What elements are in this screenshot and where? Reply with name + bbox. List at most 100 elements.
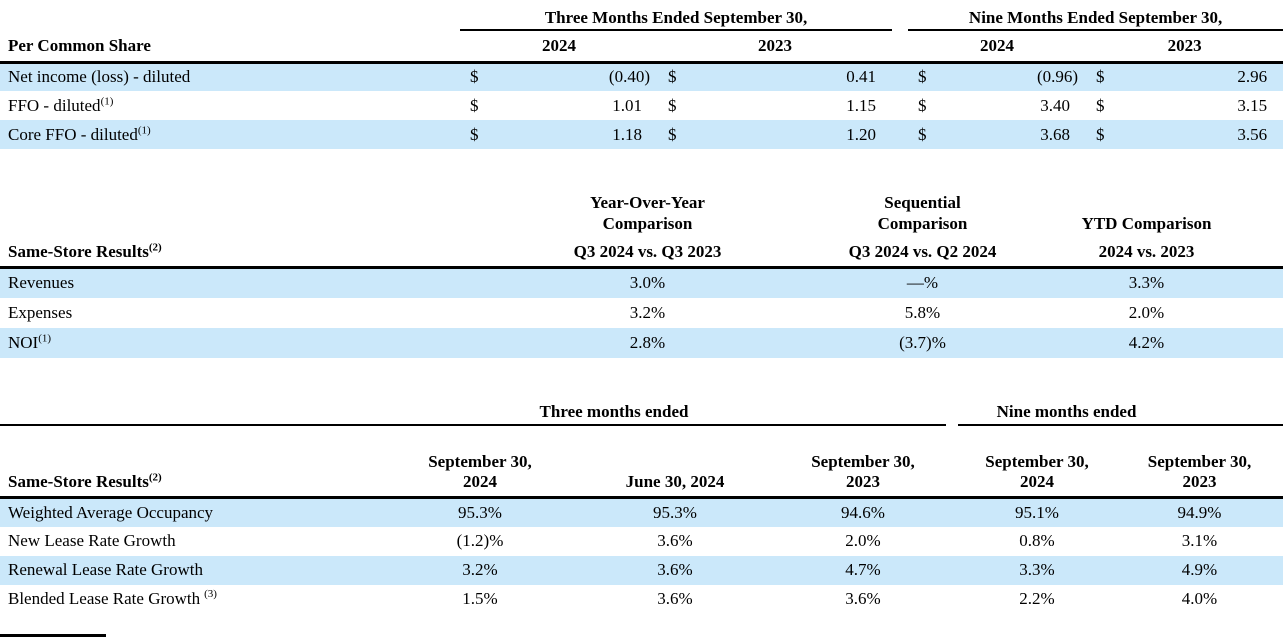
- column-gap: [946, 424, 959, 499]
- footnote-sup: (3): [204, 588, 217, 601]
- table-row: Net income (loss) - diluted $ (0.40) $ 0…: [0, 62, 1283, 91]
- date-header: September 30, 2024: [390, 424, 570, 499]
- row-label-text: FFO - diluted: [8, 95, 101, 115]
- row-label-text: New Lease Rate Growth: [8, 531, 176, 550]
- column-header-subtitle: 2024 vs. 2023: [1098, 242, 1195, 261]
- table-row: Blended Lease Rate Growth (3) 1.5% 3.6% 3…: [0, 585, 1283, 614]
- table-row: New Lease Rate Growth (1.2)% 3.6% 2.0% 0…: [0, 527, 1283, 556]
- value-cell: 3.6%: [657, 560, 693, 579]
- year-header: 2023: [658, 30, 893, 64]
- value-cell: 1.18: [612, 124, 642, 144]
- currency-cell: $: [918, 124, 927, 144]
- financial-highlights-document: Three Months Ended September 30, Nine Mo…: [0, 8, 1283, 637]
- row-label: FFO - diluted(1): [0, 91, 460, 120]
- row-label-text: Core FFO - diluted: [8, 124, 138, 144]
- value-cell: 3.2%: [462, 560, 498, 579]
- column-gap: [892, 62, 908, 91]
- value-cell: 3.6%: [845, 589, 881, 608]
- header-line: 2023: [1182, 472, 1217, 491]
- value-cell: 5.8%: [904, 302, 941, 322]
- currency-cell: $: [1096, 124, 1105, 144]
- row-label-text: Same-Store Results: [8, 472, 149, 491]
- column-gap: [946, 556, 958, 585]
- table-row: Revenues 3.0% —% 3.3%: [0, 267, 1283, 298]
- value-cell: 3.15: [1237, 95, 1268, 115]
- value-cell: 1.01: [612, 95, 642, 115]
- value-cell: 0.41: [846, 67, 877, 87]
- table-row: Expenses 3.2% 5.8% 2.0%: [0, 298, 1283, 328]
- table-row: Weighted Average Occupancy 95.3% 95.3% 9…: [0, 497, 1283, 527]
- value-cell: 2.2%: [1019, 589, 1055, 608]
- row-label: Weighted Average Occupancy: [0, 498, 390, 527]
- date-header-row: Same-Store Results(2) September 30, 2024 …: [0, 424, 1283, 499]
- row-label-text: Revenues: [8, 273, 75, 293]
- value-cell: (0.96): [1036, 67, 1079, 87]
- year-header: 2024: [908, 30, 1087, 64]
- comparison-header-row: Same-Store Results(2) Year-Over-Year Comp…: [0, 192, 1283, 269]
- header-line: September 30,: [811, 452, 915, 471]
- table-row: FFO - diluted(1) $ 1.01 $ 1.15 $ 3.40 $ …: [0, 91, 1283, 120]
- header-line: September 30,: [985, 452, 1089, 471]
- row-label: Expenses: [0, 298, 460, 328]
- table-row: Renewal Lease Rate Growth 3.2% 3.6% 4.7%…: [0, 555, 1283, 585]
- period-group-row: Three Months Ended September 30, Nine Mo…: [0, 8, 1283, 31]
- currency-cell: $: [1096, 67, 1105, 87]
- value-cell: 94.9%: [1177, 502, 1222, 522]
- value-cell: —%: [906, 273, 939, 293]
- value-cell: 95.3%: [653, 502, 697, 522]
- spacer-cell: [0, 8, 460, 30]
- header-line: 2024: [1020, 472, 1055, 491]
- header-line: Comparison: [877, 214, 968, 233]
- row-label: Core FFO - diluted(1): [0, 120, 460, 149]
- value-cell: 4.0%: [1181, 589, 1218, 608]
- date-header: June 30, 2024: [570, 424, 780, 499]
- column-header-yoy: Year-Over-Year Comparison Q3 2024 vs. Q3 …: [460, 192, 835, 269]
- header-line: June 30, 2024: [625, 472, 725, 491]
- header-line: 2023: [846, 472, 880, 491]
- column-gap: [946, 498, 958, 527]
- period-group-row: Three months ended Nine months ended: [0, 398, 1283, 426]
- value-cell: 95.3%: [458, 502, 502, 522]
- value-cell: 3.56: [1237, 124, 1268, 144]
- column-header-title: YTD Comparison: [1010, 213, 1283, 234]
- year-header: 2024: [460, 30, 658, 64]
- row-label: NOI(1): [0, 328, 460, 358]
- column-header-subtitle: Q3 2024 vs. Q2 2024: [848, 242, 997, 261]
- per-common-share-table: Three Months Ended September 30, Nine Mo…: [0, 8, 1283, 149]
- currency-cell: $: [1096, 95, 1105, 115]
- group-header-label: Nine Months Ended September 30,: [968, 8, 1223, 27]
- column-gap: [946, 585, 958, 614]
- row-label: New Lease Rate Growth: [0, 527, 390, 556]
- group-header-nine-months: Nine Months Ended September 30,: [908, 8, 1283, 31]
- row-label-text: Blended Lease Rate Growth: [8, 589, 201, 608]
- value-cell: 2.0%: [1128, 302, 1165, 322]
- column-header-title: Year-Over-Year Comparison: [460, 192, 835, 234]
- value-cell: 3.3%: [1019, 560, 1055, 579]
- column-header-ytd: YTD Comparison 2024 vs. 2023: [1010, 192, 1283, 269]
- group-header-nine-months: Nine months ended: [958, 398, 1283, 426]
- currency-cell: $: [918, 95, 927, 115]
- group-header-three-months: Three months ended: [390, 398, 947, 426]
- column-gap: [892, 120, 908, 149]
- table-row: NOI(1) 2.8% (3.7)% 4.2%: [0, 327, 1283, 358]
- value-cell: 1.5%: [462, 589, 498, 608]
- value-cell: 3.6%: [657, 589, 693, 608]
- date-header: September 30, 2023: [1116, 424, 1283, 499]
- currency-cell: $: [470, 67, 479, 87]
- year-header-row: Per Common Share 2024 2023 2024 2023: [0, 30, 1283, 64]
- row-label-text: Renewal Lease Rate Growth: [8, 560, 203, 579]
- currency-cell: $: [470, 95, 479, 115]
- year-header: 2023: [1086, 30, 1283, 64]
- column-gap: [892, 30, 909, 64]
- value-cell: 4.2%: [1128, 332, 1165, 352]
- value-cell: 3.0%: [629, 273, 666, 293]
- value-cell: 4.9%: [1181, 560, 1218, 579]
- label-underline-cell: [0, 398, 390, 426]
- column-gap: [892, 91, 908, 120]
- value-cell: 1.15: [846, 95, 877, 115]
- footnote-sup: (2): [148, 241, 162, 254]
- row-label-text: NOI: [8, 332, 39, 352]
- table-label-header: Same-Store Results(2): [0, 424, 390, 499]
- footnote-sup: (1): [137, 123, 151, 136]
- value-cell: 3.1%: [1181, 531, 1218, 550]
